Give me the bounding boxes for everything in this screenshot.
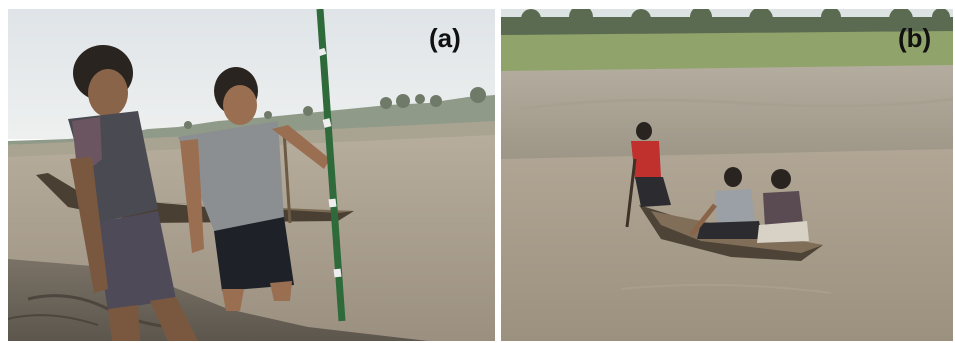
measuring-pole <box>316 9 346 322</box>
mud-bank <box>501 65 953 161</box>
panel-label-a: (a) <box>429 23 461 53</box>
person-seated-right <box>757 169 809 243</box>
boatman <box>625 122 671 228</box>
boat-on-river-photo <box>501 9 953 341</box>
panel-label-b: (b) <box>898 23 932 53</box>
grass-bank <box>501 31 953 75</box>
trees <box>184 87 486 129</box>
person-left <box>68 45 198 341</box>
person-right <box>178 67 330 311</box>
photo-panel-a: (a) <box>8 9 495 341</box>
trees <box>501 9 953 35</box>
treeline <box>8 95 495 145</box>
photo-panel-b: (b) <box>501 9 953 341</box>
riverbank-measurement-photo <box>8 9 495 341</box>
person-seated-middle <box>689 167 763 239</box>
